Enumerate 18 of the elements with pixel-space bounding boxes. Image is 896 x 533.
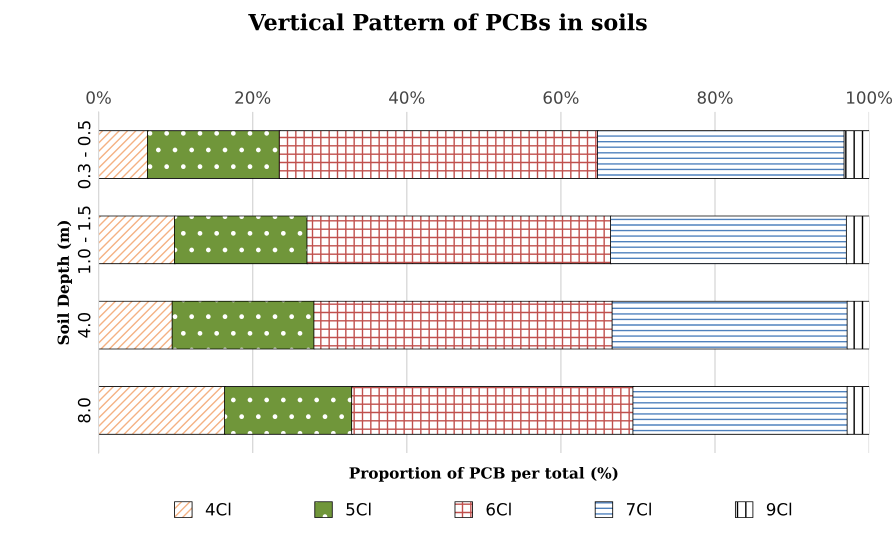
legend-label: 5Cl <box>346 502 371 516</box>
chart-title: Vertical Pattern of PCBs in soils <box>248 13 647 31</box>
x-tick-label: 20% <box>235 91 270 104</box>
x-axis-title: Proportion of PCB per total (%) <box>349 466 618 482</box>
legend-label: 9Cl <box>766 502 792 516</box>
x-tick-label: 100% <box>847 91 892 104</box>
x-tick-label: 80% <box>698 91 733 104</box>
x-tick-label: 0% <box>86 91 111 104</box>
legend-label: 6Cl <box>486 502 511 516</box>
legend-label: 7Cl <box>626 502 651 516</box>
y-tick-label: 0.3 - 0.5 <box>78 121 90 188</box>
y-tick-label: 8.0 <box>78 398 90 423</box>
y-axis-title: Soil Depth (m) <box>57 220 72 344</box>
x-tick-label: 40% <box>389 91 424 104</box>
y-tick-label: 1.0 - 1.5 <box>78 206 90 273</box>
x-tick-label: 60% <box>544 91 578 104</box>
y-tick-label: 4.0 <box>78 312 90 338</box>
legend-label: 4Cl <box>206 502 230 516</box>
